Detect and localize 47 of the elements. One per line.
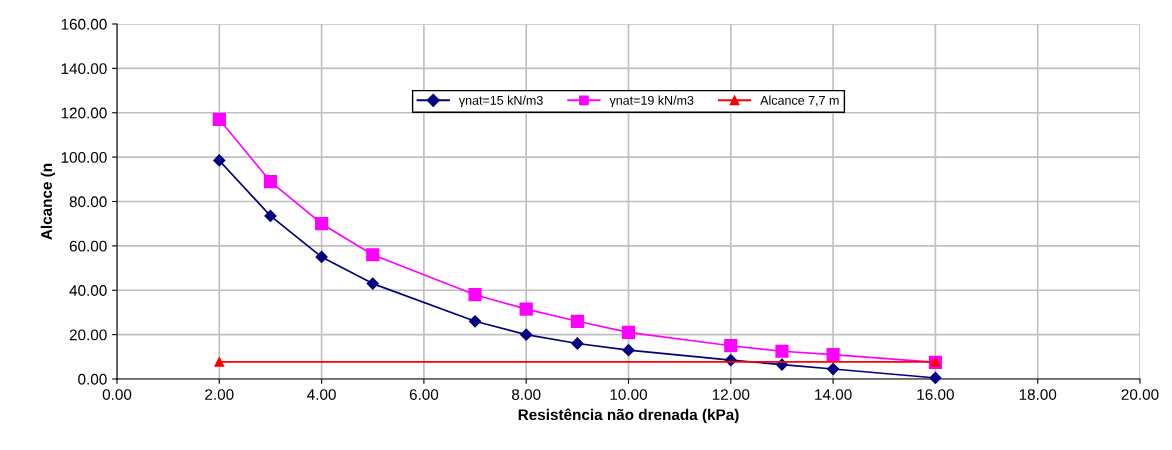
y-tick-label: 80.00 [69,196,107,208]
y-tick-label: 20.00 [69,329,107,341]
y-tick-label: 160.00 [61,18,107,30]
y-tick-label: 120.00 [61,107,107,119]
point [622,344,635,357]
legend-label: γnat=15 kN/m3 [458,95,543,108]
x-tick-label: 0.00 [102,389,132,400]
y-tick-label: 0.00 [78,373,107,385]
point [263,174,278,189]
y-tick-label: 60.00 [69,240,107,252]
x-tick-label: 6.00 [409,389,439,400]
legend-label: Alcance 7,7 m [760,95,839,107]
y-tick-label: 40.00 [69,285,107,296]
point [929,371,942,384]
y-axis-title: Alcance (n [40,163,55,240]
x-tick-label: 12.00 [712,389,750,400]
x-tick-label: 18.00 [1019,389,1057,400]
x-tick-label: 4.00 [307,389,336,400]
point [827,362,840,376]
y-tick-label: 100.00 [61,151,107,163]
legend-label: γnat=19 kN/m3 [609,95,694,108]
point [570,314,584,328]
point [468,288,482,302]
point [621,325,636,340]
point [519,302,533,316]
point [724,339,738,353]
point [213,154,226,167]
x-tick-label: 10.00 [610,389,648,400]
x-tick-label: 20.00 [1121,389,1159,400]
point [520,328,533,341]
point [366,277,379,290]
point [366,248,380,262]
point [214,357,225,367]
point [212,112,226,127]
point [468,315,482,328]
point [315,250,328,264]
x-axis-title: Resistência não drenada (kPa) [518,408,739,424]
x-tick-label: 16.00 [917,389,954,400]
y-tick-label: 140.00 [61,63,107,75]
point [571,337,584,350]
x-tick-label: 2.00 [205,389,234,400]
x-tick-label: 8.00 [512,389,541,400]
point [315,217,329,231]
point [775,344,789,358]
point [826,347,840,362]
x-tick-label: 14.00 [815,389,852,400]
point [264,209,277,223]
